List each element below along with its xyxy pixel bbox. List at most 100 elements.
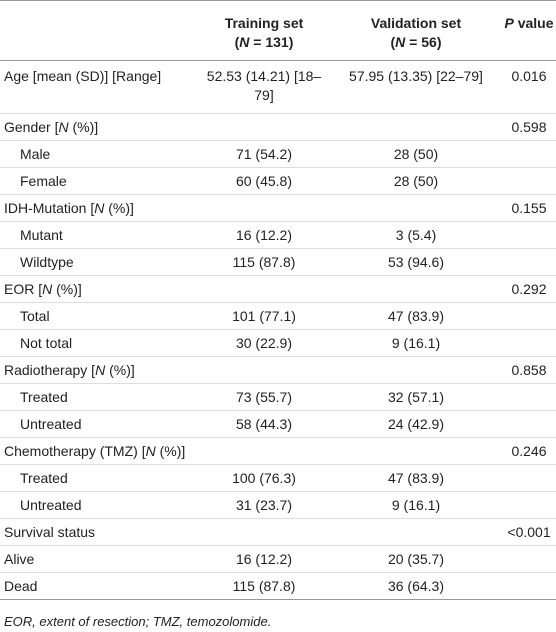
text-run: Radiotherapy [: [4, 361, 96, 378]
cell: [502, 302, 556, 330]
cell-text: 36 (64.3): [387, 577, 445, 594]
row-label: Total: [0, 302, 198, 330]
text-run: EOR [: [4, 280, 43, 297]
header-cell: Validation set (N = 56): [330, 0, 502, 61]
text-run: Mutant: [20, 226, 63, 243]
cell-text: 0.858: [511, 361, 547, 378]
cell-text: 53 (94.6): [387, 253, 445, 270]
cell-text: 32 (57.1): [387, 388, 445, 405]
cell-text: 71 (54.2): [235, 145, 293, 162]
cell: [198, 437, 330, 465]
cell: 28 (50): [330, 167, 502, 195]
text-run: (%)]: [52, 280, 82, 297]
cell-text: <0.001: [507, 523, 551, 540]
table-row: Female 60 (45.8) 28 (50): [0, 167, 556, 195]
cell: 58 (44.3): [198, 410, 330, 438]
cell: [198, 518, 330, 546]
cell-text: 0.155: [511, 199, 547, 216]
cell: 0.292: [502, 275, 556, 303]
cell: 47 (83.9): [330, 464, 502, 492]
text-run: N: [95, 361, 106, 378]
table-row: Survival status <0.001: [0, 518, 556, 546]
cell-text: 0.246: [511, 442, 547, 459]
cell: 52.53 (14.21) [18–79]: [198, 60, 330, 114]
cell: [330, 194, 502, 222]
cell: 57.95 (13.35) [22–79]: [330, 60, 502, 114]
text-run: = 131): [249, 34, 294, 50]
text-run: Dead: [4, 577, 38, 594]
cell-text: 57.95 (13.35) [22–79]: [349, 68, 483, 84]
row-label: EOR [N (%)]: [0, 275, 198, 303]
cell: [502, 410, 556, 438]
row-label: Treated: [0, 464, 198, 492]
cell: [330, 437, 502, 465]
header-cell: Training set (N = 131): [198, 0, 330, 61]
row-label: Chemotherapy (TMZ) [N (%)]: [0, 437, 198, 465]
cell: 0.016: [502, 60, 556, 114]
text-run: Chemotherapy (TMZ) [: [4, 442, 146, 459]
row-label: IDH-Mutation [N (%)]: [0, 194, 198, 222]
header-cell: [0, 0, 198, 61]
text-run: Validation set: [370, 15, 462, 31]
cell: [198, 356, 330, 384]
cell: [502, 383, 556, 411]
cell-text: 16 (12.2): [235, 550, 293, 567]
text-run: Training set: [224, 15, 304, 31]
cell-text: 28 (50): [393, 172, 439, 189]
table-row: Mutant 16 (12.2) 3 (5.4): [0, 221, 556, 249]
row-label: Untreated: [0, 410, 198, 438]
text-run: Alive: [4, 550, 35, 567]
table-row: Untreated 31 (23.7) 9 (16.1): [0, 491, 556, 519]
table-row: Total 101 (77.1) 47 (83.9): [0, 302, 556, 330]
table-row: IDH-Mutation [N (%)] 0.155: [0, 194, 556, 222]
row-label: Wildtype: [0, 248, 198, 276]
text-run: = 56): [405, 34, 442, 50]
cell: 71 (54.2): [198, 140, 330, 168]
row-label: Alive: [0, 545, 198, 573]
cell: 115 (87.8): [198, 572, 330, 600]
table-row: Dead 115 (87.8) 36 (64.3): [0, 572, 556, 600]
cell-text: 52.53 (14.21) [18–79]: [206, 68, 322, 103]
cell-text: 9 (16.1): [391, 334, 441, 351]
cell: [198, 275, 330, 303]
text-run: N: [395, 34, 406, 50]
text-run: Gender [: [4, 118, 59, 135]
text-run: Treated: [20, 469, 68, 486]
cell: 0.598: [502, 113, 556, 141]
cell-text: 28 (50): [393, 145, 439, 162]
text-run: N: [239, 34, 250, 50]
cell: [198, 194, 330, 222]
table-row: Radiotherapy [N (%)] 0.858: [0, 356, 556, 384]
cell-text: 9 (16.1): [391, 496, 441, 513]
text-run: Treated: [20, 388, 68, 405]
table-row: Male 71 (54.2) 28 (50): [0, 140, 556, 168]
row-label: Survival status: [0, 518, 198, 546]
cell-text: 16 (12.2): [235, 226, 293, 243]
text-run: value: [513, 15, 554, 31]
text-run: (: [390, 34, 396, 50]
table-row: Treated 100 (76.3) 47 (83.9): [0, 464, 556, 492]
table-header: Training set (N = 131) Validation set (N = …: [0, 0, 556, 61]
cell: 28 (50): [330, 140, 502, 168]
cell: [502, 545, 556, 573]
row-label: Not total: [0, 329, 198, 357]
cell: 0.858: [502, 356, 556, 384]
cell: 36 (64.3): [330, 572, 502, 600]
cell: [502, 491, 556, 519]
row-label: Dead: [0, 572, 198, 600]
cell: 31 (23.7): [198, 491, 330, 519]
cell: 20 (35.7): [330, 545, 502, 573]
cell-text: 115 (87.8): [232, 253, 296, 270]
table-body: Age [mean (SD)] [Range] 52.53 (14.21) [18…: [0, 60, 556, 600]
cell: <0.001: [502, 518, 556, 546]
text-run: Not total: [20, 334, 73, 351]
row-label: Male: [0, 140, 198, 168]
cell-text: 0.292: [511, 280, 547, 297]
cell: 9 (16.1): [330, 329, 502, 357]
cell: 60 (45.8): [198, 167, 330, 195]
text-run: Wildtype: [20, 253, 74, 270]
cell: 73 (55.7): [198, 383, 330, 411]
row-label: Female: [0, 167, 198, 195]
text-run: N: [145, 442, 156, 459]
cell: [502, 248, 556, 276]
